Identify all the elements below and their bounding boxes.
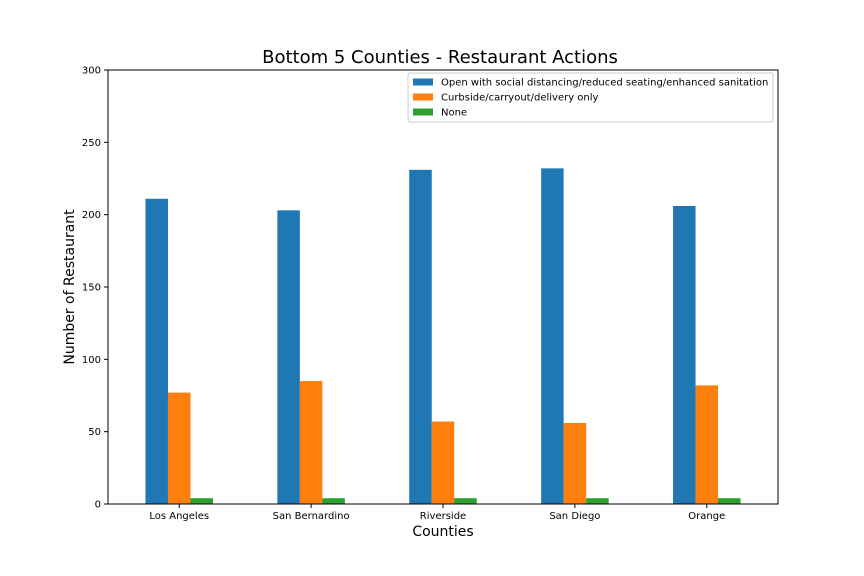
legend-swatch-2 <box>413 93 433 101</box>
bar-los-angeles-series-3 <box>190 498 213 504</box>
bar-orange-series-2 <box>695 385 719 504</box>
x-tick-label-orange: Orange <box>688 511 725 522</box>
x-tick-label-riverside: Riverside <box>420 511 466 522</box>
plot-frame <box>107 69 779 505</box>
legend-swatch-3 <box>413 108 433 116</box>
y-tick-label-100: 100 <box>82 355 101 366</box>
x-tick-label-san-diego: San Diego <box>549 511 600 522</box>
bar-los-angeles-series-1 <box>145 198 168 504</box>
bar-san-bernardino-series-2 <box>299 381 323 504</box>
bar-riverside-series-3 <box>454 498 477 504</box>
bar-los-angeles-series-2 <box>167 392 191 504</box>
y-tick-label-0: 0 <box>95 500 101 511</box>
y-tick-label-200: 200 <box>82 210 101 221</box>
legend-label-2: Curbside/carryout/delivery only <box>441 93 599 104</box>
chart-title: Bottom 5 Counties - Restaurant Actions <box>262 47 618 68</box>
bar-san-bernardino-series-1 <box>277 210 300 504</box>
legend-frame <box>407 72 774 123</box>
legend-label-1: Open with social distancing/reduced seat… <box>441 78 768 89</box>
y-tick-label-50: 50 <box>88 427 101 438</box>
x-tick-label-los-angeles: Los Angeles <box>149 511 209 522</box>
bar-san-bernardino-series-3 <box>322 498 345 504</box>
bar-orange-series-3 <box>718 498 741 504</box>
bar-riverside-series-1 <box>409 169 432 504</box>
y-axis-label: Number of Restaurant <box>62 209 78 365</box>
legend-label-3: None <box>441 108 467 119</box>
y-tick-label-300: 300 <box>82 66 101 77</box>
bar-san-diego-series-2 <box>563 422 587 504</box>
x-axis-label: Counties <box>412 524 473 540</box>
bar-san-diego-series-1 <box>541 168 564 504</box>
legend: Open with social distancing/reduced seat… <box>407 72 774 123</box>
bar-san-diego-series-3 <box>586 498 609 504</box>
bar-riverside-series-2 <box>431 421 455 504</box>
legend-swatch-1 <box>413 78 433 86</box>
y-tick-label-250: 250 <box>82 138 101 149</box>
x-tick-label-san-bernardino: San Bernardino <box>273 511 350 522</box>
y-tick-label-150: 150 <box>82 283 101 294</box>
bar-orange-series-1 <box>673 205 696 505</box>
